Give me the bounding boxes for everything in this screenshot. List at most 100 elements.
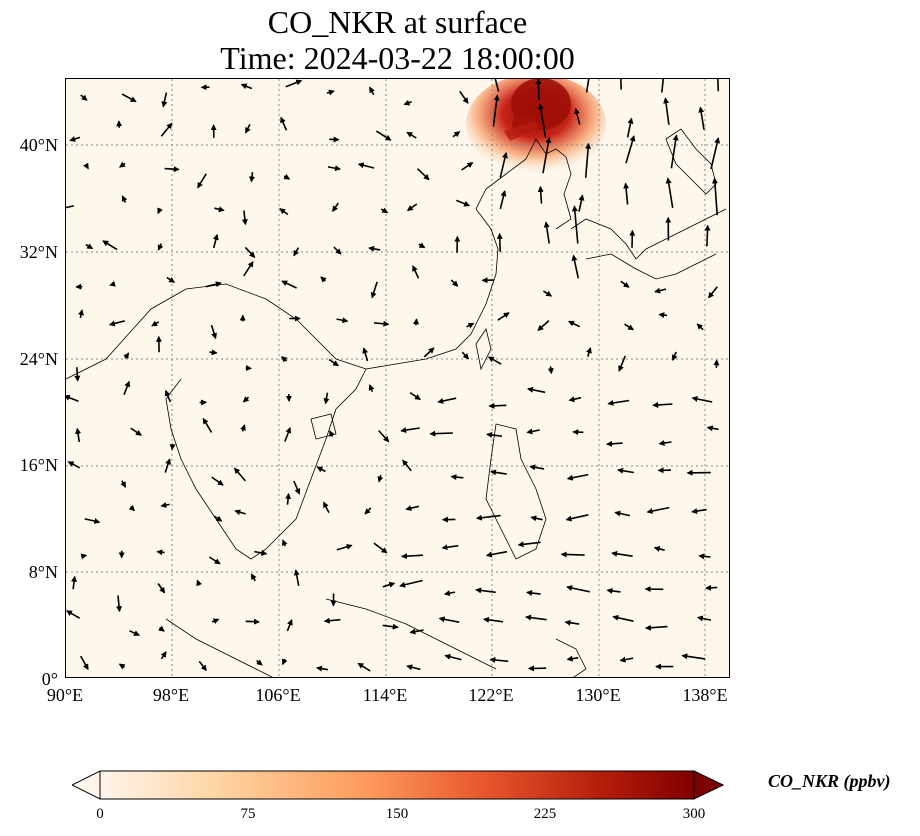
wind-arrow bbox=[332, 202, 339, 213]
wind-arrow bbox=[316, 665, 329, 672]
wind-arrow bbox=[116, 595, 123, 613]
wind-arrow bbox=[443, 590, 456, 597]
wind-arrow bbox=[161, 92, 168, 108]
wind-arrow bbox=[160, 651, 167, 660]
wind-arrow bbox=[368, 245, 381, 252]
wind-arrow bbox=[625, 135, 636, 164]
wind-arrow bbox=[197, 173, 207, 189]
wind-arrow bbox=[461, 351, 470, 360]
wind-arrow bbox=[369, 86, 375, 96]
wind-arrow bbox=[429, 430, 453, 437]
wind-arrow bbox=[211, 618, 220, 625]
lon-label-130e: 130°E bbox=[575, 685, 621, 705]
wind-arrow bbox=[403, 99, 412, 106]
wind-arrow bbox=[406, 131, 417, 139]
lat-label-40n: 40°N bbox=[19, 135, 58, 155]
wind-arrow bbox=[281, 280, 297, 289]
wind-arrow bbox=[710, 137, 721, 170]
colorbar-label: CO_NKR (ppbv) bbox=[768, 771, 891, 791]
wind-arrow bbox=[198, 660, 207, 672]
wind-arrow bbox=[67, 461, 81, 469]
wind-arrow bbox=[542, 290, 553, 297]
wind-arrow bbox=[490, 469, 507, 476]
wind-arrow bbox=[606, 587, 621, 594]
wind-arrow bbox=[409, 628, 424, 635]
wind-arrow bbox=[336, 317, 349, 324]
lat-label-24n: 24°N bbox=[19, 349, 58, 369]
wind-arrow bbox=[164, 389, 172, 403]
wind-arrow bbox=[323, 617, 341, 624]
wind-arrow bbox=[405, 505, 420, 512]
wind-arrow bbox=[566, 655, 579, 662]
wind-arrow bbox=[644, 624, 668, 631]
wind-arrow bbox=[623, 182, 630, 205]
wind-arrow bbox=[691, 396, 713, 403]
wind-arrow bbox=[244, 124, 251, 134]
wind-arrow bbox=[320, 276, 327, 283]
wind-arrow bbox=[537, 185, 544, 204]
wind-arrow bbox=[129, 630, 141, 636]
wind-arrow bbox=[450, 279, 459, 287]
wind-arrow bbox=[328, 358, 340, 367]
wind-arrow bbox=[123, 380, 131, 395]
wind-arrow bbox=[128, 504, 136, 512]
wind-arrow bbox=[374, 320, 390, 327]
wind-arrow bbox=[450, 474, 464, 481]
lon-label-98e: 98°E bbox=[152, 685, 190, 705]
wind-arrow bbox=[489, 657, 509, 663]
wind-arrow bbox=[322, 501, 330, 514]
wind-arrow bbox=[214, 206, 225, 213]
wind-arrow bbox=[211, 476, 224, 486]
wind-arrow bbox=[157, 583, 166, 594]
wind-arrow bbox=[670, 134, 679, 169]
wind-arrow bbox=[607, 399, 630, 406]
wind-arrow bbox=[696, 323, 704, 331]
wind-arrow bbox=[665, 177, 674, 209]
wind-arrow bbox=[240, 424, 246, 432]
colorbar-gradient bbox=[99, 770, 695, 800]
wind-arrow bbox=[66, 394, 79, 403]
wind-arrow bbox=[213, 515, 223, 522]
wind-arrow bbox=[240, 83, 253, 90]
wind-arrow bbox=[242, 396, 250, 403]
wind-arrow bbox=[234, 509, 246, 516]
wind-arrow bbox=[280, 356, 288, 363]
wind-arrow bbox=[327, 165, 341, 172]
wind-arrow bbox=[529, 464, 545, 471]
wind-arrow bbox=[121, 195, 128, 203]
wind-arrow bbox=[286, 619, 293, 632]
wind-arrow bbox=[373, 542, 388, 554]
wind-arrow bbox=[571, 254, 580, 279]
wind-arrow bbox=[284, 426, 292, 442]
wind-arrow bbox=[646, 506, 670, 514]
wind-arrow bbox=[619, 656, 634, 663]
wind-arrow bbox=[566, 473, 589, 481]
wind-arrow bbox=[364, 507, 372, 515]
wind-arrow bbox=[438, 616, 460, 623]
wind-arrow bbox=[652, 401, 673, 408]
wind-arrow bbox=[362, 347, 369, 362]
wind-arrow bbox=[121, 93, 137, 103]
wind-arrow bbox=[565, 514, 589, 522]
wind-arrow bbox=[496, 232, 503, 252]
wind-arrow bbox=[537, 320, 550, 331]
wind-arrow bbox=[461, 162, 474, 171]
lat-label-32n: 32°N bbox=[19, 242, 58, 262]
wind-arrow bbox=[456, 199, 471, 207]
wind-arrow bbox=[285, 492, 292, 505]
wind-arrow bbox=[406, 203, 418, 212]
wind-arrow bbox=[285, 79, 303, 88]
wind-arrow bbox=[704, 224, 711, 247]
wind-arrow bbox=[283, 173, 291, 180]
wind-arrow bbox=[400, 427, 420, 434]
wind-arrow bbox=[571, 205, 579, 244]
map-panel[interactable] bbox=[65, 78, 730, 678]
wind-arrow bbox=[526, 428, 540, 435]
wind-arrow bbox=[382, 623, 399, 630]
wind-arrow bbox=[530, 515, 543, 522]
wind-arrow bbox=[475, 514, 501, 521]
wind-arrow bbox=[441, 544, 459, 551]
wind-arrow bbox=[487, 356, 502, 365]
wind-arrow bbox=[620, 79, 622, 90]
wind-vectors bbox=[66, 79, 721, 672]
